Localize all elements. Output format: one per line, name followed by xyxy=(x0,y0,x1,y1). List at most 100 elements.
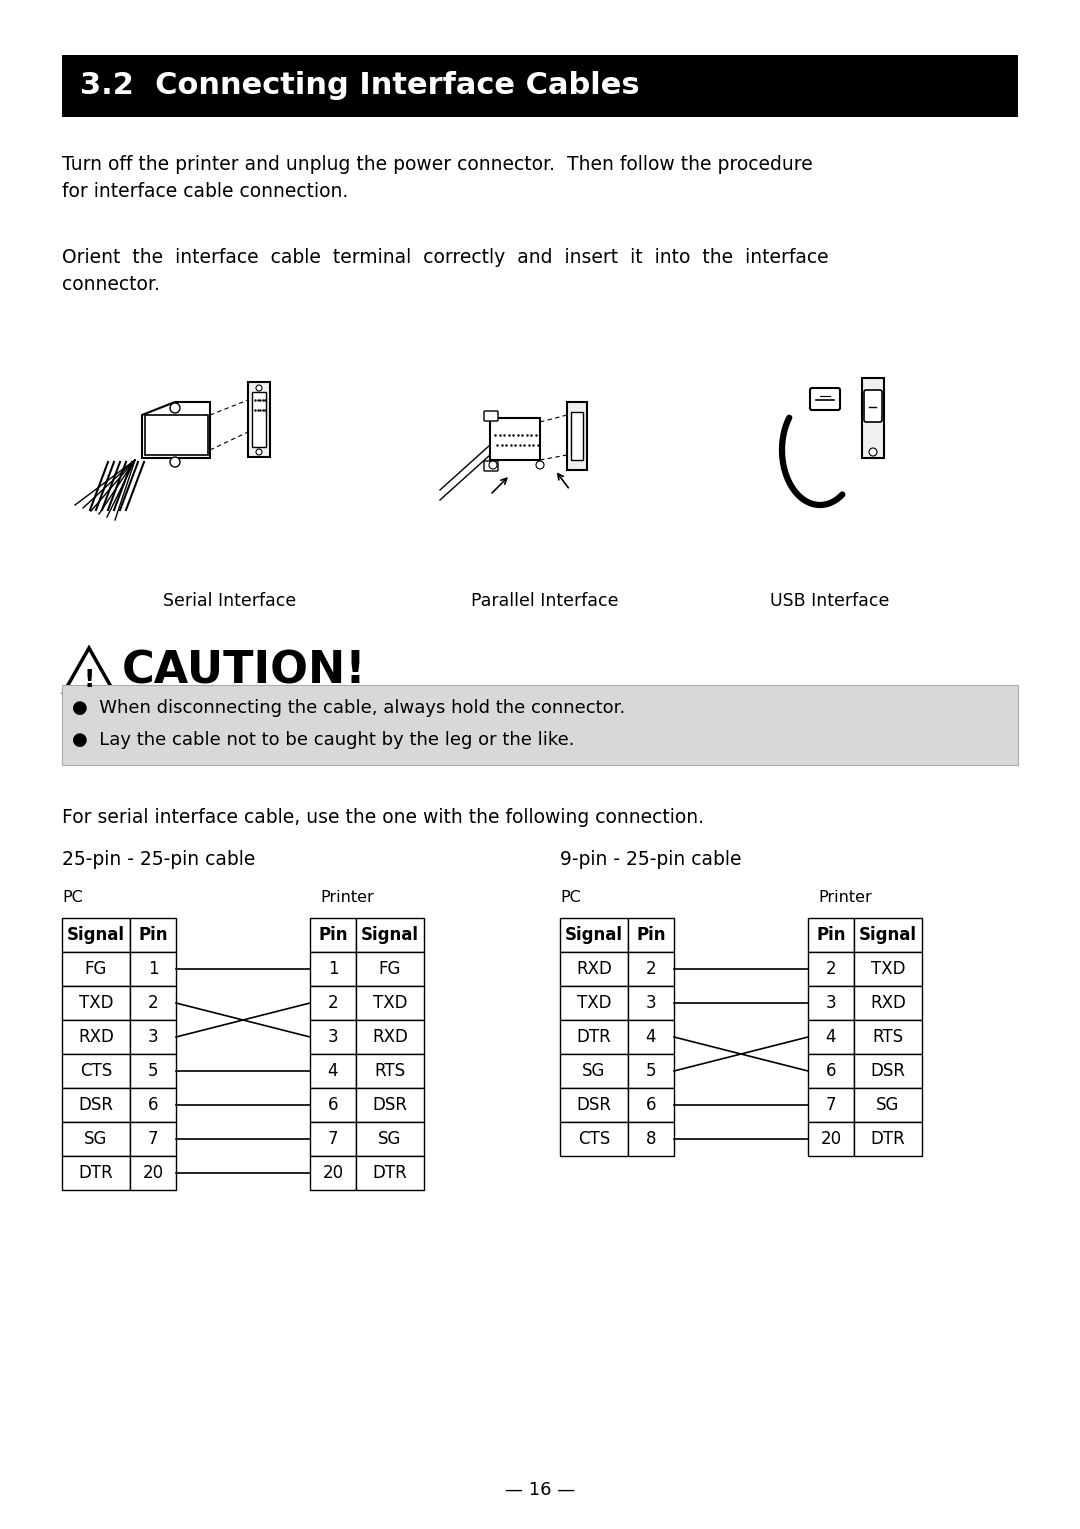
Bar xyxy=(627,1053,674,1089)
Bar xyxy=(310,1089,356,1122)
Text: RTS: RTS xyxy=(873,1027,904,1046)
Bar xyxy=(808,1020,854,1053)
Circle shape xyxy=(489,462,497,469)
Text: PC: PC xyxy=(561,890,581,905)
Text: SG: SG xyxy=(378,1130,402,1148)
Text: DSR: DSR xyxy=(79,1096,113,1115)
Bar xyxy=(808,986,854,1020)
Text: DSR: DSR xyxy=(870,1063,905,1079)
Text: 1: 1 xyxy=(148,960,159,979)
Text: ●  Lay the cable not to be caught by the leg or the like.: ● Lay the cable not to be caught by the … xyxy=(72,731,575,749)
Text: 2: 2 xyxy=(646,960,657,979)
Bar xyxy=(356,1122,424,1156)
Bar xyxy=(862,378,885,459)
Bar xyxy=(62,1122,130,1156)
Bar xyxy=(561,1053,627,1089)
Text: 20: 20 xyxy=(323,1164,343,1182)
Text: FG: FG xyxy=(379,960,401,979)
Text: TXD: TXD xyxy=(373,994,407,1012)
Text: 3: 3 xyxy=(148,1027,159,1046)
Bar xyxy=(62,1020,130,1053)
Bar xyxy=(561,1122,627,1156)
Bar xyxy=(130,1156,176,1190)
Text: !: ! xyxy=(83,668,95,693)
Bar xyxy=(130,953,176,986)
Text: CTS: CTS xyxy=(578,1130,610,1148)
Text: Parallel Interface: Parallel Interface xyxy=(471,592,619,610)
Circle shape xyxy=(536,462,544,469)
Bar xyxy=(854,1122,922,1156)
Text: Orient  the  interface  cable  terminal  correctly  and  insert  it  into  the  : Orient the interface cable terminal corr… xyxy=(62,248,828,294)
Bar xyxy=(356,953,424,986)
Bar xyxy=(310,917,356,953)
Text: RXD: RXD xyxy=(373,1027,408,1046)
Text: 5: 5 xyxy=(646,1063,657,1079)
Bar xyxy=(627,986,674,1020)
Text: Pin: Pin xyxy=(138,927,167,943)
Bar xyxy=(561,953,627,986)
Text: Pin: Pin xyxy=(636,927,665,943)
Bar xyxy=(130,1020,176,1053)
FancyBboxPatch shape xyxy=(484,411,498,420)
Text: Printer: Printer xyxy=(818,890,872,905)
Text: SG: SG xyxy=(84,1130,108,1148)
Bar xyxy=(854,1089,922,1122)
Bar xyxy=(310,1156,356,1190)
Text: 2: 2 xyxy=(826,960,836,979)
Text: FG: FG xyxy=(85,960,107,979)
Text: 6: 6 xyxy=(148,1096,159,1115)
Text: Signal: Signal xyxy=(67,927,125,943)
Bar xyxy=(356,986,424,1020)
Text: TXD: TXD xyxy=(870,960,905,979)
Text: USB Interface: USB Interface xyxy=(770,592,890,610)
Bar xyxy=(310,1122,356,1156)
Text: — 16 —: — 16 — xyxy=(504,1482,576,1498)
Text: Signal: Signal xyxy=(565,927,623,943)
Bar xyxy=(808,917,854,953)
Bar xyxy=(310,953,356,986)
Text: 3: 3 xyxy=(826,994,836,1012)
Text: Serial Interface: Serial Interface xyxy=(163,592,297,610)
Bar xyxy=(130,917,176,953)
Bar xyxy=(62,953,130,986)
Text: RTS: RTS xyxy=(375,1063,406,1079)
Text: DTR: DTR xyxy=(577,1027,611,1046)
Bar xyxy=(808,1089,854,1122)
Bar xyxy=(571,411,583,460)
Text: 6: 6 xyxy=(646,1096,657,1115)
Text: SG: SG xyxy=(876,1096,900,1115)
Text: Pin: Pin xyxy=(319,927,348,943)
Text: Turn off the printer and unplug the power connector.  Then follow the procedure
: Turn off the printer and unplug the powe… xyxy=(62,154,813,202)
Bar xyxy=(310,1020,356,1053)
Text: 20: 20 xyxy=(143,1164,163,1182)
Text: DTR: DTR xyxy=(870,1130,905,1148)
Text: DTR: DTR xyxy=(79,1164,113,1182)
Bar xyxy=(310,1053,356,1089)
Bar xyxy=(808,1053,854,1089)
Bar xyxy=(561,1089,627,1122)
Bar xyxy=(356,1020,424,1053)
Bar xyxy=(130,1089,176,1122)
Text: 2: 2 xyxy=(148,994,159,1012)
Text: 7: 7 xyxy=(327,1130,338,1148)
Text: RXD: RXD xyxy=(576,960,612,979)
Text: PC: PC xyxy=(62,890,83,905)
Text: DTR: DTR xyxy=(373,1164,407,1182)
Text: CTS: CTS xyxy=(80,1063,112,1079)
Bar xyxy=(62,685,1018,764)
Bar xyxy=(567,402,588,469)
Bar xyxy=(62,1156,130,1190)
FancyBboxPatch shape xyxy=(490,417,540,460)
Bar xyxy=(356,917,424,953)
Bar xyxy=(62,1053,130,1089)
Text: DSR: DSR xyxy=(577,1096,611,1115)
Bar xyxy=(130,1053,176,1089)
Bar xyxy=(310,986,356,1020)
Bar xyxy=(627,917,674,953)
Bar xyxy=(854,917,922,953)
FancyBboxPatch shape xyxy=(484,462,498,471)
Bar xyxy=(808,1122,854,1156)
Text: SG: SG xyxy=(582,1063,606,1079)
Text: 7: 7 xyxy=(826,1096,836,1115)
Circle shape xyxy=(170,457,180,466)
